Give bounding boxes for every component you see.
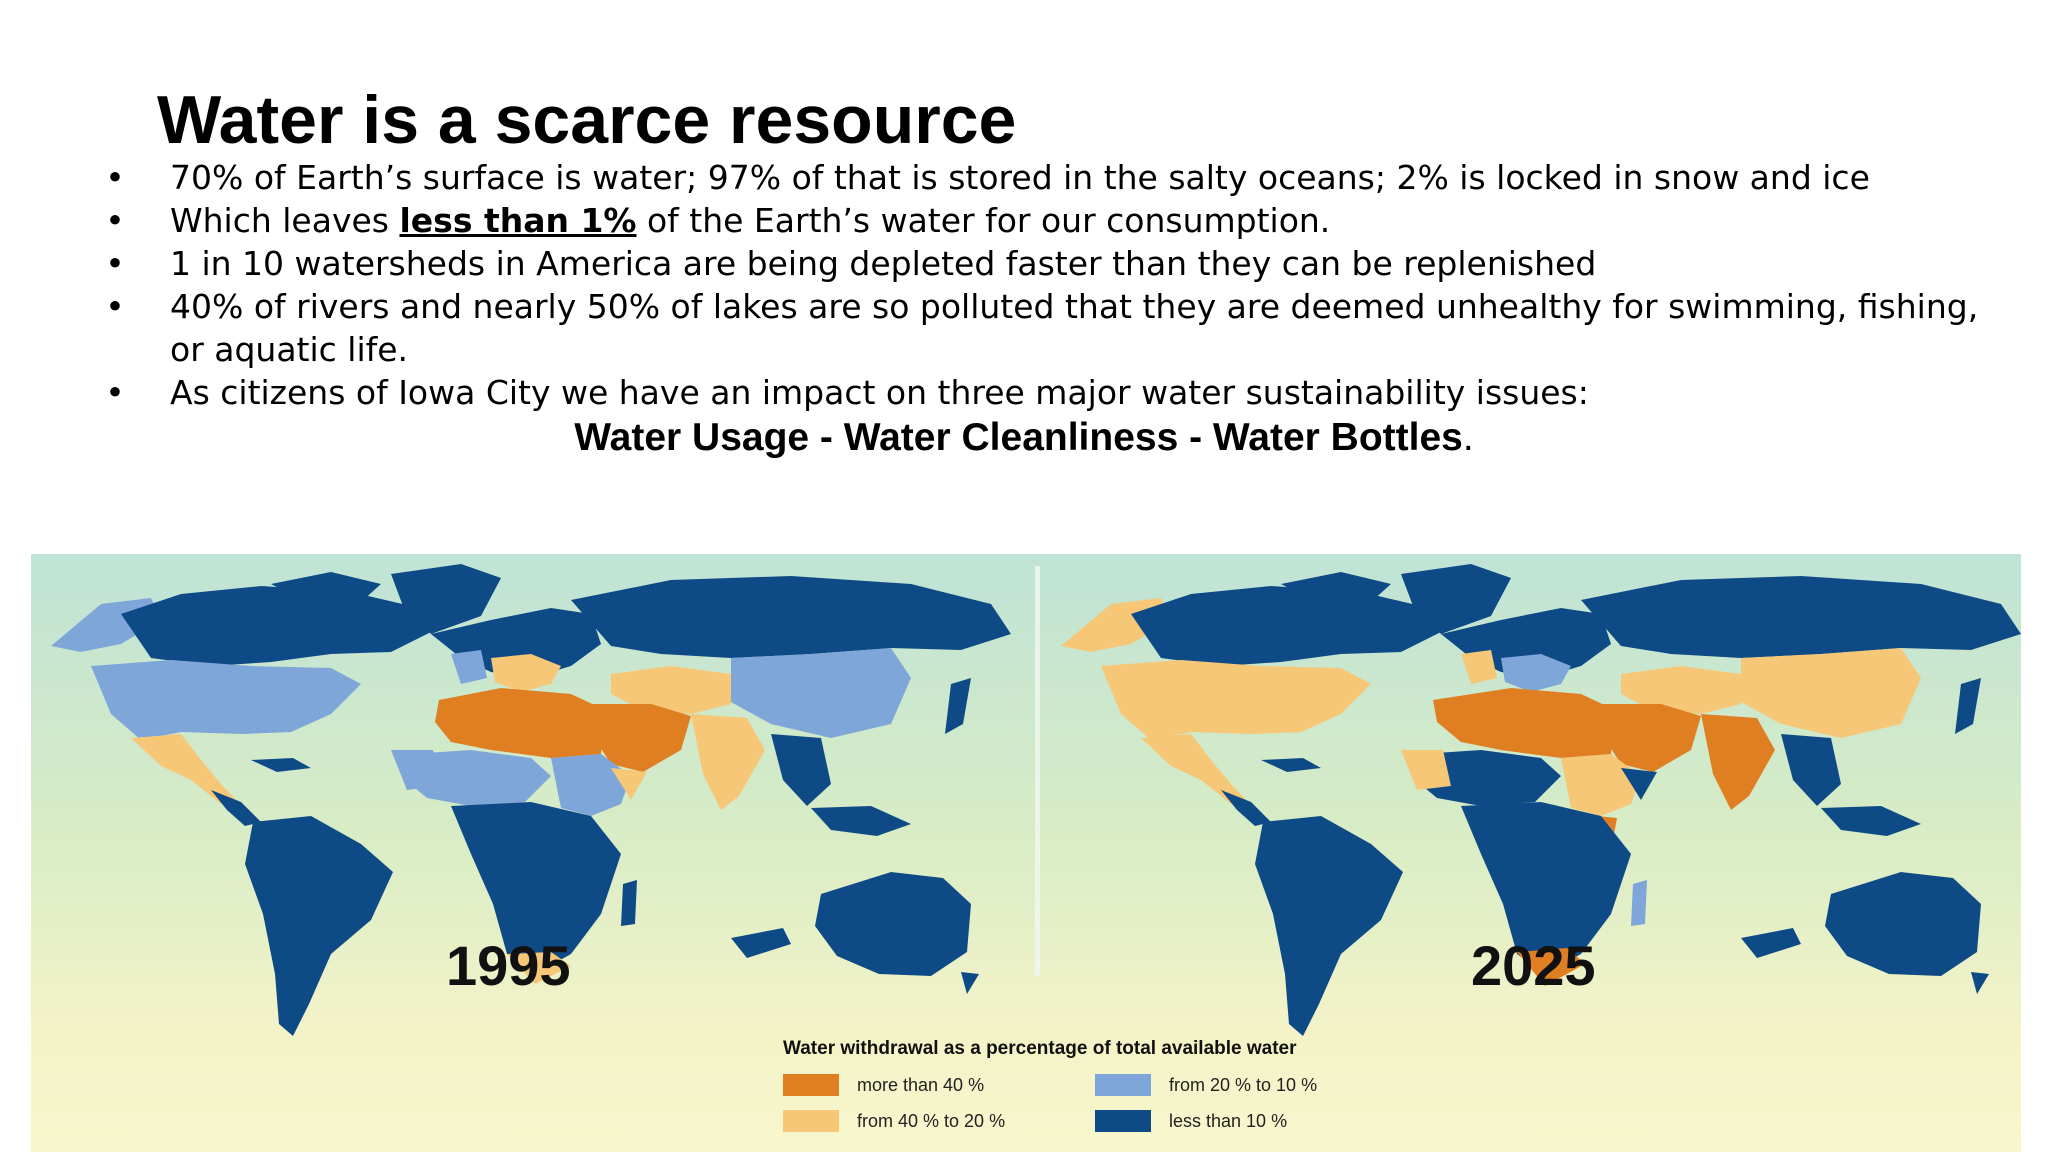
- bullet-glyph: •: [105, 158, 125, 197]
- year-label-2025: 2025: [1471, 934, 1596, 997]
- bullet-text: 40% of rivers and nearly 50% of lakes ar…: [170, 287, 1979, 369]
- bullet-glyph: •: [105, 287, 125, 326]
- bullet-item: • As citizens of Iowa City we have an im…: [100, 371, 2020, 414]
- bullet-item: • Which leaves less than 1% of the Earth…: [100, 199, 2020, 242]
- map-divider: [1035, 566, 1040, 976]
- bullet-text-post: of the Earth’s water for our consumption…: [636, 201, 1331, 240]
- legend-item: from 20 % to 10 %: [1095, 1074, 1317, 1096]
- legend-label: from 40 % to 20 %: [857, 1110, 1006, 1131]
- bullet-glyph: •: [105, 201, 125, 240]
- legend-swatch: [1095, 1110, 1151, 1132]
- legend-item: from 40 % to 20 %: [783, 1110, 1005, 1132]
- legend-title: Water withdrawal as a percentage of tota…: [783, 1038, 1297, 1059]
- bullet-text-pre: Which leaves: [170, 201, 400, 240]
- bullet-text: 1 in 10 watersheds in America are being …: [170, 244, 1597, 283]
- tagline-bold: Water Usage - Water Cleanliness - Water …: [574, 416, 1463, 459]
- world-map-2025: [1061, 564, 2021, 1036]
- bullet-item: • 70% of Earth’s surface is water; 97% o…: [100, 156, 2020, 199]
- maps-illustration: [51, 564, 2021, 1036]
- legend-label: less than 10 %: [1169, 1110, 1288, 1131]
- legend-swatch: [783, 1110, 839, 1132]
- legend-item: less than 10 %: [1095, 1110, 1287, 1132]
- legend-label: more than 40 %: [857, 1074, 985, 1095]
- bullet-glyph: •: [105, 244, 125, 283]
- bullet-text: 70% of Earth’s surface is water; 97% of …: [170, 158, 1870, 197]
- world-map-1995: [51, 564, 1011, 1036]
- legend-label: from 20 % to 10 %: [1169, 1074, 1318, 1095]
- legend-item: more than 40 %: [783, 1074, 984, 1096]
- slide-title: Water is a scarce resource: [157, 82, 1017, 158]
- bullet-list: • 70% of Earth’s surface is water; 97% o…: [100, 156, 2020, 414]
- bullet-glyph: •: [105, 373, 125, 412]
- bullet-item: • 40% of rivers and nearly 50% of lakes …: [100, 285, 2020, 371]
- tagline-trail: .: [1462, 416, 1474, 459]
- tagline: Water Usage - Water Cleanliness - Water …: [0, 414, 2048, 462]
- legend-swatch: [783, 1074, 839, 1096]
- year-label-1995: 1995: [446, 934, 571, 997]
- bullet-item: • 1 in 10 watersheds in America are bein…: [100, 242, 2020, 285]
- bullet-text: As citizens of Iowa City we have an impa…: [170, 373, 1589, 412]
- bullet-emphasis: less than 1%: [399, 201, 637, 240]
- legend-swatch: [1095, 1074, 1151, 1096]
- water-withdrawal-maps: 1995 2025 Water withdrawal as a percenta…: [31, 554, 2021, 1152]
